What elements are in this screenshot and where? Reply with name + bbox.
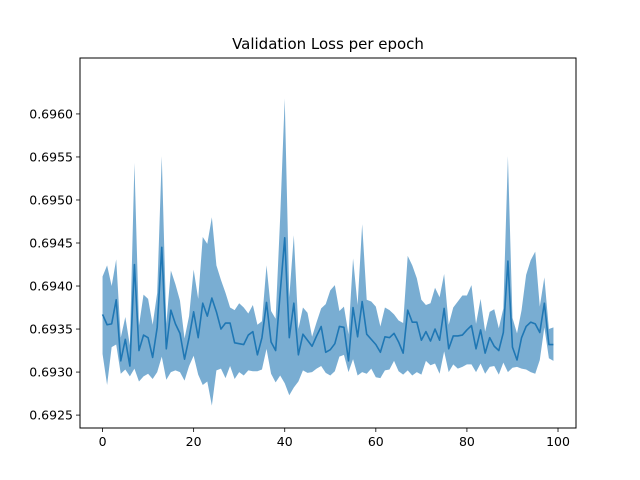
x-tick-label: 80	[459, 434, 475, 449]
x-tick-label: 100	[546, 434, 570, 449]
plot-area	[101, 98, 554, 406]
y-tick-label: 0.6955	[29, 149, 73, 164]
chart-title: Validation Loss per epoch	[232, 35, 424, 53]
y-tick-label: 0.6945	[29, 236, 73, 251]
y-axis: 0.6925 0.6930 0.6935 0.6940 0.6945 0.6950 0.69…	[29, 106, 80, 423]
y-tick-label: 0.6935	[29, 322, 73, 337]
x-tick-label: 0	[99, 434, 107, 449]
x-tick-label: 20	[186, 434, 202, 449]
y-tick-label: 0.6940	[29, 279, 73, 294]
y-tick-label: 0.6950	[29, 192, 73, 207]
x-axis: 0 20 40 60 80 100	[99, 428, 570, 449]
y-tick-label: 0.6925	[29, 408, 73, 423]
x-tick-label: 60	[368, 434, 384, 449]
x-tick-label: 40	[277, 434, 293, 449]
y-tick-label: 0.6930	[29, 365, 73, 380]
y-tick-label: 0.6960	[29, 106, 73, 121]
mean-loss-line	[101, 237, 554, 367]
